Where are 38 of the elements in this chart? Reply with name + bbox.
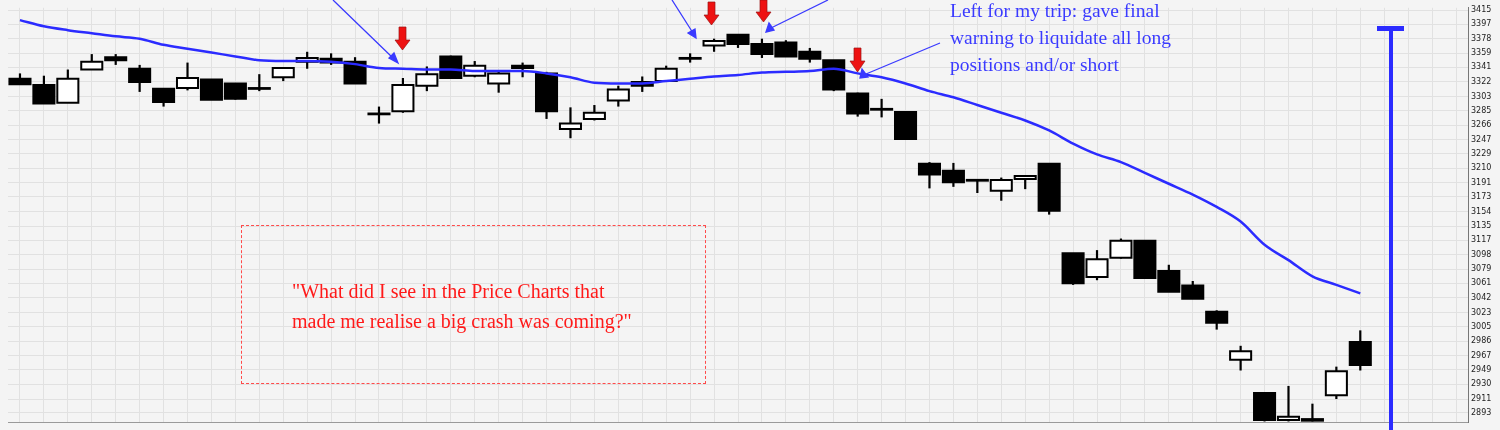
- y-tick-label: 3042: [1471, 293, 1492, 303]
- y-tick-label: 3210: [1471, 163, 1492, 173]
- y-tick-label: 3341: [1471, 62, 1492, 72]
- y-tick-label: 3117: [1471, 235, 1492, 245]
- y-tick-label: 3378: [1471, 33, 1492, 43]
- y-tick-label: 3322: [1471, 76, 1492, 86]
- y-tick-label: 3303: [1471, 91, 1492, 101]
- y-tick-label: 2967: [1471, 350, 1492, 360]
- y-tick-label: 2911: [1471, 394, 1492, 404]
- y-tick-label: 3023: [1471, 307, 1492, 317]
- y-tick-label: 3079: [1471, 264, 1492, 274]
- y-tick-label: 3397: [1471, 19, 1492, 29]
- y-tick-label: 3098: [1471, 249, 1492, 259]
- annotation: "What did I see in the Price Charts that made me realise a big crash was coming?": [292, 279, 633, 335]
- y-tick-label: 2893: [1471, 408, 1492, 418]
- annotation: Left for my trip: gave final warning to liquidate all long positions and/or short: [950, 0, 1172, 77]
- y-tick-label: 3229: [1471, 148, 1492, 158]
- y-tick-label: 3154: [1471, 206, 1492, 216]
- y-tick-label: 3005: [1471, 321, 1492, 331]
- candlestick: [1348, 329, 1372, 372]
- candlestick: [1205, 309, 1229, 331]
- y-tick-label: 2986: [1471, 336, 1492, 346]
- y-tick-label: 3135: [1471, 221, 1492, 231]
- candlestick: [1229, 344, 1253, 372]
- y-tick-label: 2949: [1471, 364, 1492, 374]
- candlestick: [558, 106, 582, 140]
- y-tick-label: 3173: [1471, 191, 1492, 201]
- y-tick-label: 3359: [1471, 48, 1492, 58]
- y-tick-label: 3266: [1471, 120, 1492, 130]
- y-tick-label: 2930: [1471, 379, 1492, 389]
- y-tick-label: 3191: [1471, 178, 1492, 188]
- y-tick-label: 3061: [1471, 278, 1492, 288]
- y-tick-label: 3247: [1471, 134, 1492, 144]
- candlestick: [128, 63, 152, 94]
- y-tick-label: 3415: [1471, 5, 1492, 15]
- y-tick-label: 3285: [1471, 105, 1492, 115]
- candlestick: [1324, 365, 1348, 401]
- candlestick: [606, 84, 630, 108]
